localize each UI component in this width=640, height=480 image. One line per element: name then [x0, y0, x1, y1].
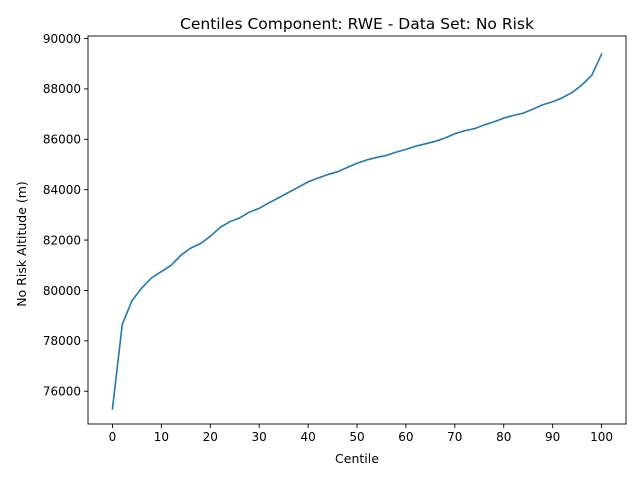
x-tick-label: 20	[203, 430, 218, 444]
x-tick-label: 0	[109, 430, 117, 444]
x-tick-label: 70	[447, 430, 462, 444]
y-tick-label: 78000	[43, 334, 81, 348]
chart-title: Centiles Component: RWE - Data Set: No R…	[180, 15, 534, 33]
x-tick-label: 80	[496, 430, 511, 444]
axes-frame	[87, 35, 627, 425]
y-tick-label: 82000	[43, 233, 81, 247]
x-tick-label: 100	[590, 430, 613, 444]
x-axis-label: Centile	[335, 451, 379, 466]
x-tick-label: 40	[300, 430, 315, 444]
x-tick-label: 50	[349, 430, 364, 444]
y-tick-label: 88000	[43, 82, 81, 96]
y-tick-label: 86000	[43, 133, 81, 147]
y-tick-label: 90000	[43, 32, 81, 46]
plot-area: 0 10 20 30 40 50 60 70 80 90 100 76000 78000 80000 820…	[43, 32, 627, 444]
y-tick-label: 84000	[43, 183, 81, 197]
x-tick-label: 60	[398, 430, 413, 444]
x-tick-label: 10	[154, 430, 169, 444]
y-axis-label: No Risk Altitude (m)	[14, 181, 29, 307]
y-tick-label: 80000	[43, 284, 81, 298]
x-tick-label: 30	[252, 430, 267, 444]
y-tick-label: 76000	[43, 385, 81, 399]
series-line-0	[111, 53, 603, 410]
x-tick-label: 90	[545, 430, 560, 444]
